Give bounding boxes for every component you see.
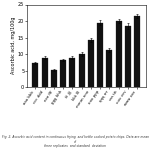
Y-axis label: Ascorbic acid, mg/100g: Ascorbic acid, mg/100g <box>11 17 16 75</box>
Bar <box>116 21 122 87</box>
Bar <box>88 40 94 87</box>
Text: Fig. 2. Ascorbic acid content in continuous frying  and kettle cooked potato chi: Fig. 2. Ascorbic acid content in continu… <box>2 135 148 148</box>
Bar <box>60 60 66 87</box>
Bar <box>134 16 140 87</box>
Bar <box>125 26 131 87</box>
Bar <box>32 63 38 87</box>
Bar <box>97 23 103 87</box>
Bar <box>106 50 112 87</box>
Bar <box>79 54 85 87</box>
Bar <box>51 70 57 87</box>
Bar <box>69 58 75 87</box>
Bar <box>42 58 48 87</box>
